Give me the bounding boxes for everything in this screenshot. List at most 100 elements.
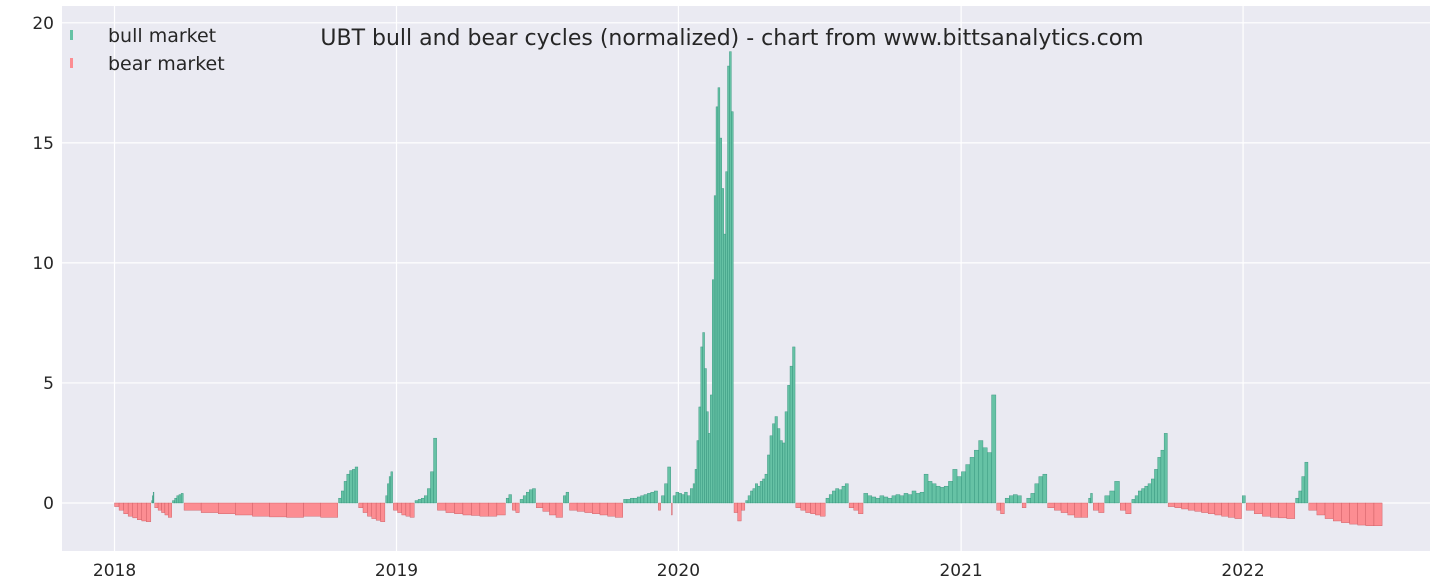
bear-bar (235, 502, 253, 516)
bear-market-series (114, 502, 1383, 526)
bull-bar (717, 87, 721, 504)
bull-bar (692, 483, 696, 504)
bull-bar (675, 491, 679, 504)
bear-bar (853, 502, 859, 511)
y-tick-label: 10 (32, 254, 54, 274)
bull-bar (883, 496, 889, 504)
bull-bar (721, 188, 724, 504)
bull-bar (939, 487, 945, 504)
bear-bar (127, 502, 133, 517)
bear-bar (462, 502, 472, 516)
bear-bar (1194, 502, 1202, 512)
bull-bar (825, 497, 830, 504)
bull-bar (887, 497, 893, 504)
bull-bar (1295, 497, 1299, 504)
legend-marker-bear (70, 58, 73, 68)
bull-bar (969, 457, 975, 504)
bear-bar (858, 502, 864, 514)
bear-bar (393, 502, 398, 511)
bear-bar (607, 502, 616, 517)
bull-bar (943, 485, 949, 504)
bull-bar (427, 488, 431, 504)
bear-bar (437, 502, 447, 511)
bear-bar (658, 502, 661, 511)
bear-bar (512, 502, 517, 511)
bull-bar (1157, 457, 1162, 504)
legend-item-bull: bull market (70, 25, 216, 47)
bull-bar (338, 497, 342, 504)
bull-bar (755, 483, 758, 504)
bull-bar (974, 449, 979, 504)
bear-bar (1245, 502, 1255, 511)
bear-bar (154, 502, 159, 508)
bear-bar (515, 502, 520, 513)
x-tick-label: 2021 (939, 561, 982, 581)
bear-bar (141, 502, 147, 522)
y-tick-label: 0 (43, 494, 54, 514)
bull-bar (650, 491, 655, 504)
bull-bar (681, 494, 685, 504)
legend-marker-bull (70, 30, 73, 40)
bear-bar (405, 502, 411, 517)
bull-bar (844, 483, 849, 504)
bull-bar (715, 106, 719, 504)
bear-bar (536, 502, 544, 508)
bear-bar (1365, 502, 1375, 526)
x-tick-label: 2020 (657, 561, 700, 581)
bear-bar (542, 502, 550, 512)
bull-bar (176, 495, 180, 504)
bull-bar (982, 447, 988, 504)
bull-bar (424, 495, 428, 504)
bull-bar (832, 490, 836, 504)
bear-bar (1093, 502, 1099, 511)
bear-bar (252, 502, 270, 517)
bull-bar (828, 494, 833, 504)
bear-bar (479, 502, 489, 517)
bull-bar (727, 65, 730, 504)
bear-bar (367, 502, 372, 517)
bear-bar (800, 502, 806, 511)
bear-bar (375, 502, 381, 521)
bull-bar (789, 365, 793, 504)
bull-bar (907, 494, 913, 504)
bull-bar (713, 195, 717, 504)
bear-bar (123, 502, 129, 514)
chart-title: UBT bull and bear cycles (normalized) - … (320, 26, 1143, 51)
bull-bar (623, 499, 628, 504)
bull-bar (630, 497, 634, 504)
bear-bar (1021, 502, 1027, 508)
bull-bar (899, 495, 905, 504)
bull-bar (1242, 495, 1246, 504)
y-tick-label: 5 (43, 374, 54, 394)
bear-bar (1181, 502, 1189, 510)
bull-bar (387, 483, 390, 504)
bull-bar (508, 494, 512, 504)
bull-bar (1141, 488, 1145, 504)
bear-bar (1278, 502, 1287, 519)
bear-bar (805, 502, 811, 513)
bull-bar (879, 495, 885, 504)
bull-bar (1154, 469, 1158, 504)
bear-bar (1074, 502, 1082, 518)
bull-bar (895, 494, 901, 504)
bars-layer (114, 51, 1383, 526)
bull-bar (352, 469, 356, 504)
bear-bar (1098, 502, 1105, 513)
bull-bar (961, 471, 966, 504)
bull-bar (774, 416, 778, 504)
bear-bar (737, 502, 742, 522)
bull-bar (782, 442, 786, 504)
bear-bar (1308, 502, 1318, 511)
bull-bar (708, 433, 711, 504)
bear-bar (671, 502, 673, 516)
bull-bar (704, 368, 707, 504)
bear-bar (810, 502, 816, 514)
bull-bar (747, 495, 751, 504)
plot-area (62, 6, 1430, 551)
bear-bar (161, 502, 166, 513)
bull-bar (522, 495, 527, 504)
bear-bar (164, 502, 169, 516)
bull-bar (978, 440, 984, 504)
bull-bar (1151, 478, 1155, 504)
